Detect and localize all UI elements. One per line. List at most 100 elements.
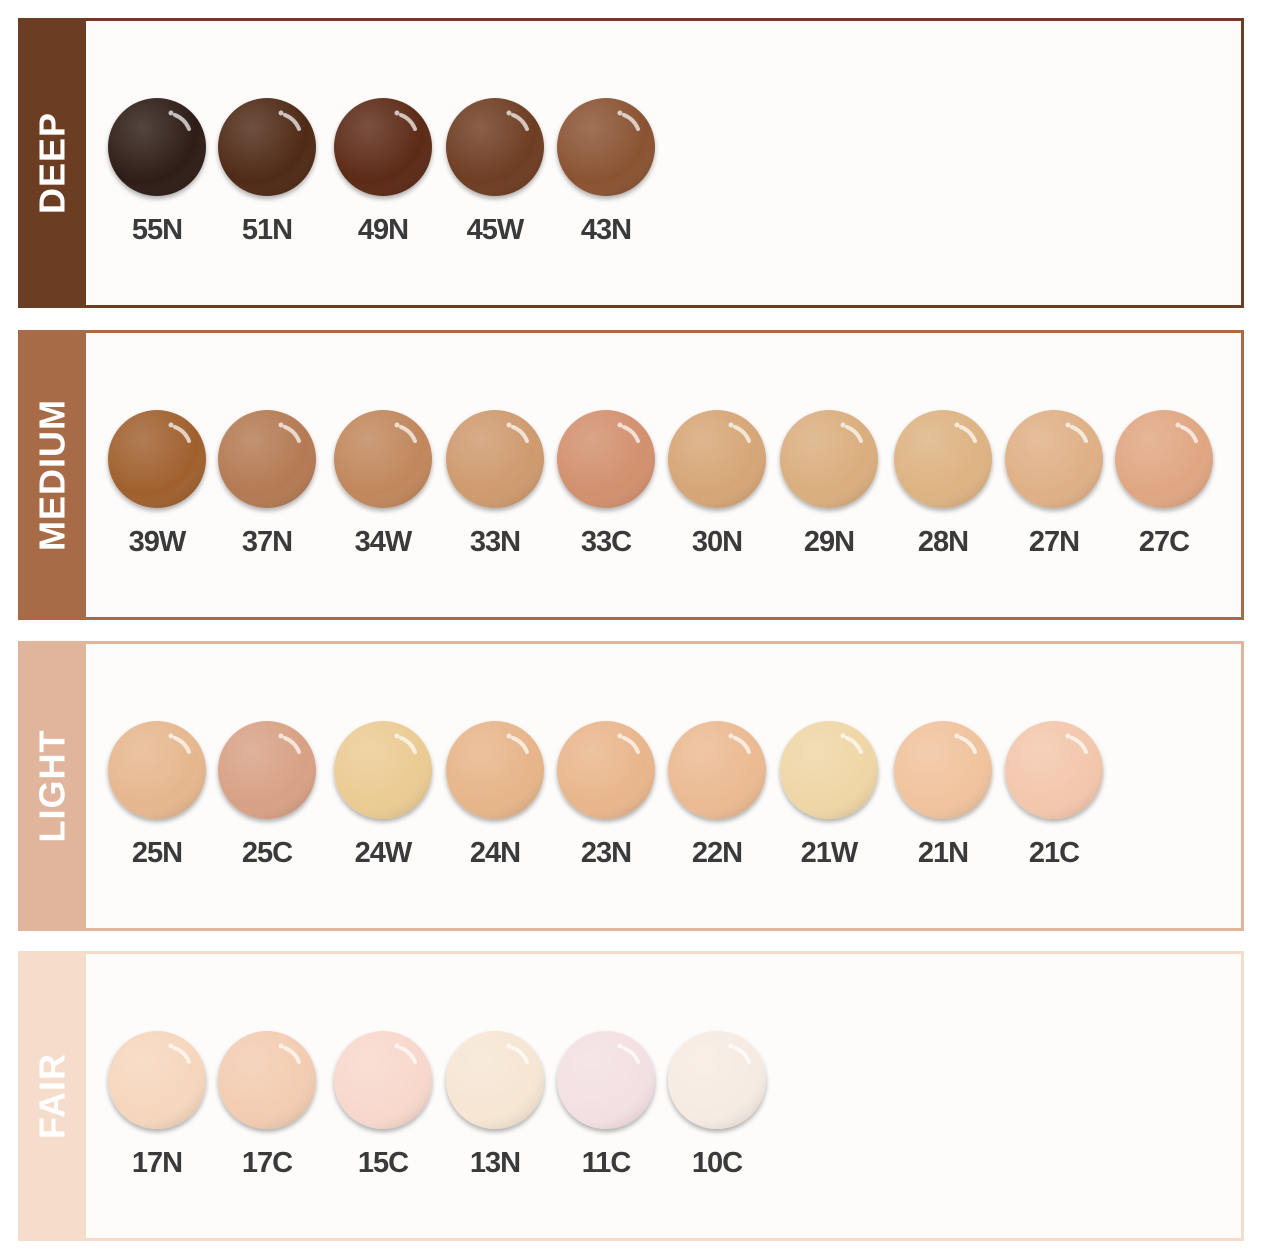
shade-name: 45W	[467, 214, 525, 246]
shade-name: 17N	[132, 1147, 182, 1179]
shade-name: 33C	[581, 526, 632, 558]
swatch-glint-dot	[278, 422, 284, 428]
shade-name: 13N	[470, 1147, 520, 1179]
swatch-shine	[557, 1031, 655, 1129]
swatch-glint-dot	[840, 733, 846, 739]
swatch-glint	[399, 425, 417, 443]
swatch-glint	[283, 1046, 301, 1064]
shade-name: 37N	[242, 526, 292, 558]
swatch-glint-dot	[506, 110, 512, 116]
swatch-shine	[780, 721, 878, 819]
swatch-glint-dot	[394, 110, 400, 116]
swatch-shine	[894, 721, 992, 819]
shade-name: 51N	[242, 214, 292, 246]
shade-swatch: 29N	[780, 410, 878, 558]
shade-name: 23N	[581, 837, 631, 869]
swatch-glint	[959, 425, 977, 443]
swatch-glint	[622, 736, 640, 754]
shade-name: 27N	[1029, 526, 1079, 558]
panel-label: LIGHT	[32, 730, 73, 843]
shade-name: 21W	[801, 837, 859, 869]
shade-swatch: 55N	[108, 98, 206, 246]
swatch-glint-dot	[617, 733, 623, 739]
swatch-shine	[218, 721, 316, 819]
shade-name: 24N	[470, 837, 520, 869]
swatch-glint-dot	[278, 110, 284, 116]
swatch-glint	[283, 425, 301, 443]
swatch-shine	[668, 410, 766, 508]
swatch-glint	[173, 425, 191, 443]
shade-name: 55N	[132, 214, 182, 246]
swatch-shine	[557, 98, 655, 196]
shade-name: 33N	[470, 526, 520, 558]
swatch-glint	[511, 1046, 529, 1064]
shade-swatch: 21C	[1005, 721, 1103, 869]
swatch-glint	[622, 113, 640, 131]
swatch-shine	[668, 1031, 766, 1129]
shade-name: 11C	[582, 1147, 632, 1179]
swatch-glint-dot	[278, 1043, 284, 1049]
swatch-glint-dot	[1065, 422, 1071, 428]
swatch-glint	[399, 113, 417, 131]
swatch-glint	[845, 736, 863, 754]
swatch-glint	[733, 1046, 751, 1064]
swatch-glint-dot	[394, 422, 400, 428]
swatch-glint	[399, 736, 417, 754]
swatch-shine	[446, 721, 544, 819]
shade-name: 17C	[242, 1147, 293, 1179]
shade-name: 10C	[692, 1147, 743, 1179]
shade-name: 21C	[1029, 837, 1080, 869]
shade-swatch: 10C	[668, 1031, 766, 1179]
swatch-glint-dot	[617, 422, 623, 428]
swatch-shine	[557, 410, 655, 508]
shade-name: 29N	[804, 526, 854, 558]
shade-swatch: 27C	[1115, 410, 1213, 558]
swatch-glint	[622, 425, 640, 443]
swatch-shine	[108, 410, 206, 508]
swatch-glint-dot	[506, 733, 512, 739]
swatch-glint-dot	[168, 1043, 174, 1049]
swatch-shine	[108, 1031, 206, 1129]
shade-swatch: 24N	[446, 721, 544, 869]
swatch-shine	[334, 1031, 432, 1129]
swatch-glint-dot	[954, 422, 960, 428]
swatch-glint-dot	[394, 733, 400, 739]
swatch-shine	[218, 98, 316, 196]
swatch-glint	[511, 736, 529, 754]
shade-swatch: 34W	[334, 410, 432, 558]
swatch-shine	[446, 98, 544, 196]
swatch-shine	[668, 721, 766, 819]
shade-swatch: 33N	[446, 410, 544, 558]
shade-swatch: 17C	[218, 1031, 316, 1179]
shade-swatch: 15C	[334, 1031, 432, 1179]
swatch-glint-dot	[728, 422, 734, 428]
swatch-glint	[845, 425, 863, 443]
swatch-glint-dot	[278, 733, 284, 739]
shade-name: 25C	[242, 837, 293, 869]
shade-name: 21N	[918, 837, 968, 869]
shade-panel: MEDIUM 39W 37N 34W 33N 33C 30N 29N 28N 27N 27C	[18, 330, 1244, 620]
swatch-glint-dot	[1065, 733, 1071, 739]
swatch-shine	[446, 1031, 544, 1129]
shade-name: 28N	[918, 526, 968, 558]
swatch-glint	[733, 425, 751, 443]
panel-label: MEDIUM	[32, 399, 73, 551]
swatch-glint	[733, 736, 751, 754]
panel-label: FAIR	[32, 1053, 73, 1139]
shade-name: 49N	[358, 214, 408, 246]
swatch-shine	[218, 1031, 316, 1129]
swatch-shine	[334, 721, 432, 819]
swatch-shine	[557, 721, 655, 819]
shade-swatch: 25C	[218, 721, 316, 869]
swatch-shine	[218, 410, 316, 508]
swatch-shine	[108, 721, 206, 819]
swatch-shine	[1115, 410, 1213, 508]
swatch-glint-dot	[168, 422, 174, 428]
shade-swatch: 49N	[334, 98, 432, 246]
shade-swatch: 25N	[108, 721, 206, 869]
swatch-glint-dot	[617, 1043, 623, 1049]
swatch-glint	[511, 425, 529, 443]
swatch-glint	[1070, 425, 1088, 443]
swatch-glint	[283, 113, 301, 131]
